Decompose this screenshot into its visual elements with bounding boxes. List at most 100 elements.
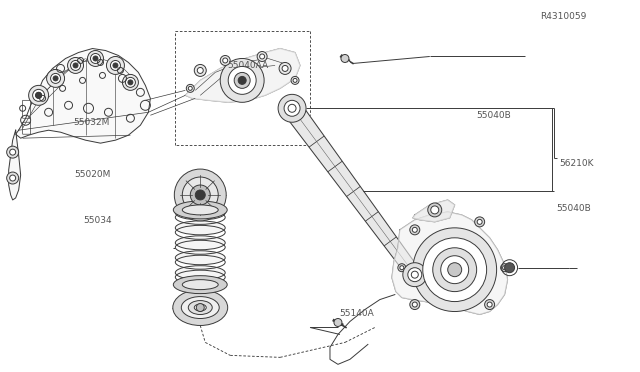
Polygon shape: [392, 212, 508, 314]
Circle shape: [33, 89, 45, 101]
Circle shape: [182, 177, 218, 213]
Circle shape: [70, 61, 81, 70]
Circle shape: [51, 73, 61, 83]
Text: 55032M: 55032M: [73, 119, 109, 128]
Circle shape: [195, 64, 206, 76]
Circle shape: [279, 62, 291, 74]
Circle shape: [238, 76, 246, 84]
Circle shape: [410, 299, 420, 310]
Circle shape: [6, 172, 19, 184]
Ellipse shape: [175, 221, 225, 235]
Circle shape: [37, 94, 40, 97]
Circle shape: [293, 78, 297, 82]
Circle shape: [412, 227, 417, 232]
Circle shape: [68, 58, 83, 73]
Circle shape: [448, 263, 461, 277]
Circle shape: [341, 54, 349, 62]
Ellipse shape: [195, 304, 206, 311]
Circle shape: [413, 228, 497, 311]
Circle shape: [475, 217, 484, 227]
Circle shape: [174, 169, 226, 221]
Circle shape: [90, 54, 100, 64]
Circle shape: [284, 100, 300, 116]
Circle shape: [433, 248, 477, 292]
Circle shape: [400, 266, 404, 270]
Circle shape: [111, 61, 120, 70]
Ellipse shape: [188, 301, 212, 314]
Circle shape: [190, 185, 210, 205]
Ellipse shape: [173, 276, 227, 294]
Circle shape: [260, 54, 264, 59]
Circle shape: [410, 225, 420, 235]
Circle shape: [113, 63, 118, 68]
Text: 56210K: 56210K: [559, 159, 594, 168]
Text: 55040AA: 55040AA: [227, 61, 269, 70]
Circle shape: [234, 73, 250, 89]
Text: 55140A: 55140A: [339, 310, 374, 318]
Circle shape: [228, 67, 256, 94]
Circle shape: [36, 92, 42, 98]
Polygon shape: [413, 200, 454, 222]
Circle shape: [334, 318, 342, 327]
Circle shape: [502, 266, 507, 270]
Circle shape: [423, 238, 486, 302]
Ellipse shape: [175, 251, 225, 265]
Circle shape: [403, 263, 427, 286]
Circle shape: [291, 76, 299, 84]
Circle shape: [6, 146, 19, 158]
Ellipse shape: [175, 236, 225, 250]
Circle shape: [398, 264, 406, 272]
Text: 55034: 55034: [84, 216, 113, 225]
Text: R4310059: R4310059: [540, 12, 587, 21]
Circle shape: [477, 219, 482, 224]
Ellipse shape: [182, 205, 218, 215]
Ellipse shape: [175, 206, 225, 220]
Ellipse shape: [173, 201, 227, 219]
Circle shape: [88, 51, 104, 67]
Circle shape: [10, 149, 15, 155]
Circle shape: [93, 56, 98, 61]
Circle shape: [128, 80, 133, 85]
Circle shape: [73, 63, 78, 68]
Polygon shape: [186, 48, 300, 102]
Circle shape: [282, 65, 288, 71]
Circle shape: [220, 58, 264, 102]
Circle shape: [34, 90, 44, 100]
Circle shape: [257, 51, 267, 61]
Text: 55020M: 55020M: [74, 170, 111, 179]
Circle shape: [106, 57, 124, 74]
Circle shape: [196, 304, 204, 311]
Polygon shape: [9, 130, 20, 200]
Circle shape: [487, 302, 492, 307]
Circle shape: [125, 77, 136, 87]
Circle shape: [122, 74, 138, 90]
Circle shape: [278, 94, 306, 122]
Circle shape: [47, 70, 65, 87]
Text: 55040B: 55040B: [476, 111, 511, 120]
Circle shape: [441, 256, 468, 283]
Circle shape: [188, 86, 192, 90]
Circle shape: [197, 67, 204, 73]
Polygon shape: [15, 48, 150, 143]
Circle shape: [412, 302, 417, 307]
Circle shape: [428, 203, 442, 217]
Polygon shape: [284, 102, 420, 279]
Circle shape: [431, 206, 439, 214]
Ellipse shape: [181, 296, 220, 318]
Circle shape: [53, 76, 58, 81]
Circle shape: [408, 268, 422, 282]
Circle shape: [223, 58, 228, 63]
FancyBboxPatch shape: [22, 100, 31, 118]
Ellipse shape: [175, 266, 225, 280]
Text: 55040B: 55040B: [556, 204, 591, 213]
Circle shape: [504, 263, 515, 273]
Circle shape: [29, 86, 49, 105]
Circle shape: [195, 190, 205, 200]
Circle shape: [186, 84, 195, 92]
Circle shape: [36, 92, 42, 98]
Circle shape: [10, 175, 15, 181]
Circle shape: [484, 299, 495, 310]
Circle shape: [500, 264, 509, 272]
Circle shape: [220, 55, 230, 65]
Ellipse shape: [173, 290, 228, 326]
